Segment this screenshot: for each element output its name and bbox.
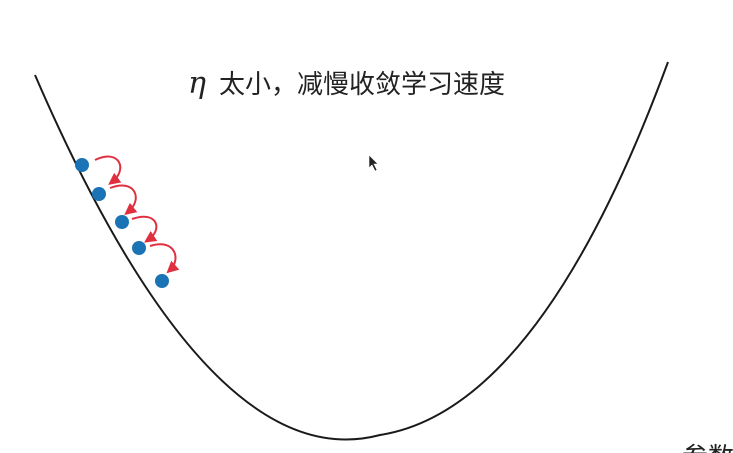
mouse-cursor-icon [369, 155, 378, 171]
step-arrow [150, 244, 175, 270]
parameter-point [92, 187, 106, 201]
parameter-point [75, 158, 89, 172]
parameter-point [115, 215, 129, 229]
parameter-axis-label: 参数 [682, 443, 733, 453]
step-arrow [132, 217, 156, 240]
title-eta-symbol: η [188, 66, 206, 101]
parameter-point [155, 274, 169, 288]
parameter-point [132, 241, 146, 255]
step-arrow [95, 157, 120, 182]
title-caption: 太小，减慢收敛学习速度 [219, 70, 505, 100]
loss-curve [35, 62, 668, 440]
step-arrow [110, 185, 136, 212]
